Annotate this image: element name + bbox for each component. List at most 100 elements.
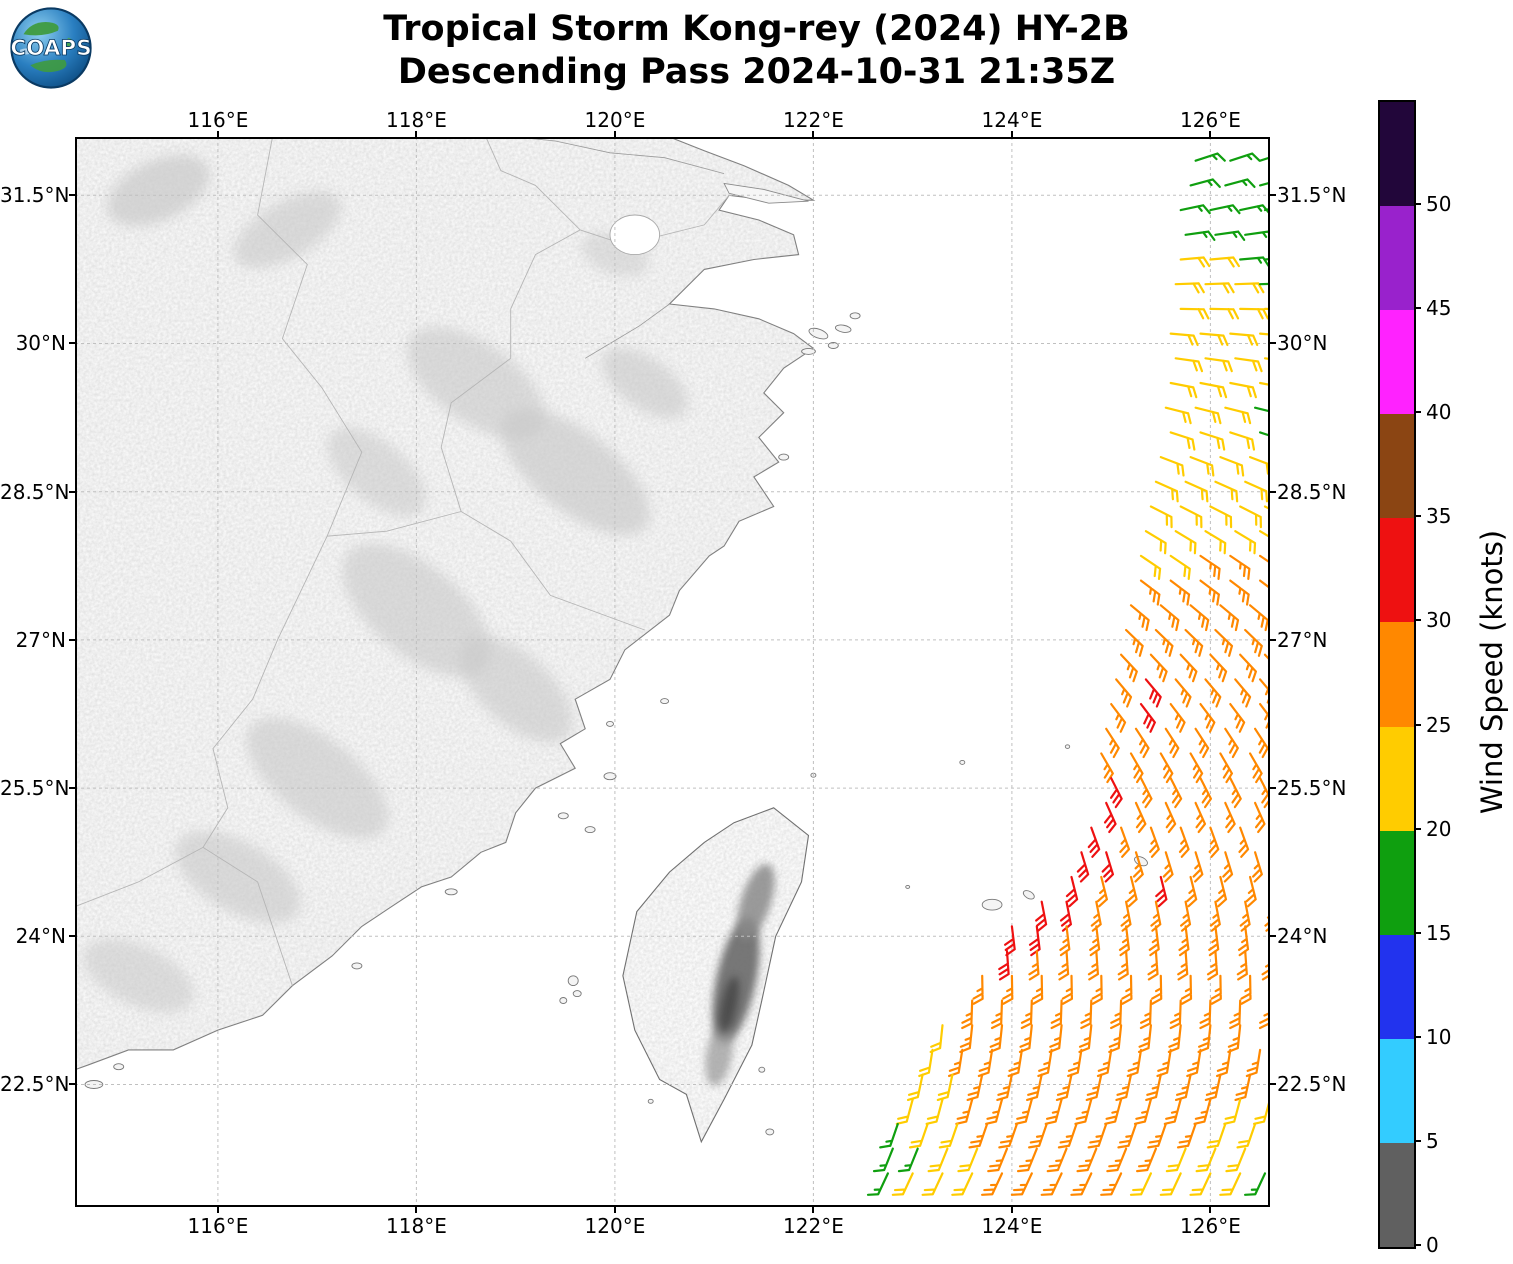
lat-tick-mark	[69, 1083, 75, 1086]
wind-barb	[1139, 702, 1156, 733]
wind-barb	[1224, 178, 1256, 188]
rivers	[515, 136, 725, 359]
wind-barb	[1151, 974, 1163, 1005]
wind-barb	[1240, 974, 1252, 1005]
wind-barb	[1028, 949, 1040, 981]
wind-barb	[1224, 727, 1239, 759]
wind-barb	[1199, 431, 1226, 451]
wind-barb	[1199, 777, 1213, 809]
wind-barb	[1078, 1024, 1093, 1054]
wind-barb	[1108, 1024, 1123, 1054]
wind-barb	[1189, 456, 1215, 477]
wind-barb	[1065, 875, 1079, 908]
wind-barb	[1139, 777, 1153, 809]
wind-barb	[968, 1122, 989, 1149]
wind-barb	[1134, 727, 1150, 759]
colorbar-segment	[1380, 517, 1414, 623]
lat-tick-label-right: 24°N	[1277, 924, 1328, 949]
wind-barb	[990, 999, 1004, 1030]
wind-barb	[1144, 678, 1162, 708]
wind-barb	[1193, 1098, 1212, 1125]
wind-barb	[1199, 702, 1216, 733]
figure-title: Tropical Storm Kong-rey (2024) HY-2B Des…	[0, 8, 1513, 93]
lon-tick-label-bottom: 116°E	[187, 1214, 249, 1238]
lat-tick-label-left: 25.5°N	[0, 776, 70, 801]
lon-tick-label-top: 122°E	[783, 108, 844, 132]
wind-barb	[1174, 530, 1197, 555]
lat-tick-label-right: 27°N	[1277, 627, 1328, 652]
wind-barb	[1002, 974, 1014, 1005]
wind-barb	[1244, 480, 1269, 503]
wind-barb	[1179, 204, 1211, 215]
wind-barb	[1178, 925, 1190, 957]
wind-barb	[1076, 1147, 1098, 1173]
wind-barb	[1209, 204, 1241, 215]
wind-barb	[1149, 826, 1160, 858]
lon-tick-label-top: 120°E	[584, 108, 646, 132]
wind-barb	[1117, 949, 1129, 981]
wind-barb	[1204, 282, 1235, 294]
wind-barb	[1020, 999, 1033, 1030]
wind-barb	[1229, 152, 1261, 162]
wind-barb	[1046, 1147, 1068, 1173]
lake-taihu	[609, 214, 661, 256]
colorbar-tick-label: 15	[1426, 920, 1452, 945]
title-line-2: Descending Pass 2024-10-31 21:35Z	[397, 51, 1116, 92]
wind-barb	[951, 1172, 974, 1196]
wind-barb	[1229, 431, 1256, 451]
wind-barb	[1244, 628, 1263, 657]
wind-barb	[1159, 1172, 1182, 1196]
wind-barb	[1245, 875, 1257, 908]
gridlines	[75, 137, 1270, 1207]
map-svg	[74, 136, 1270, 1207]
colorbar-tick-mark	[1414, 515, 1421, 518]
wind-barb	[1169, 702, 1186, 733]
wind-barb	[1037, 1048, 1053, 1078]
wind-barb	[1258, 381, 1270, 399]
wind-barb	[1253, 801, 1266, 834]
lat-tick-mark	[69, 935, 75, 938]
wind-barb	[1163, 1098, 1182, 1125]
wind-barb	[1118, 925, 1131, 957]
colorbar-tick-mark	[1414, 619, 1421, 622]
wind-barb	[1234, 282, 1265, 294]
lon-tick-label-bottom: 120°E	[584, 1214, 646, 1238]
lat-tick-label-left: 30°N	[15, 331, 66, 356]
wind-barb	[1224, 406, 1252, 425]
chongming-island	[723, 182, 809, 204]
lat-tick-mark	[69, 342, 75, 345]
colorbar-tick-mark	[1414, 1244, 1421, 1246]
wind-barb	[1096, 875, 1108, 908]
wind-barb	[961, 999, 974, 1030]
wind-barb	[1109, 777, 1123, 809]
wind-barb	[1144, 530, 1167, 555]
wind-barb	[1087, 826, 1101, 858]
wind-barb	[1126, 1048, 1143, 1078]
wind-barb	[1159, 456, 1185, 477]
wind-barb	[1164, 801, 1177, 834]
wind-barb	[1103, 801, 1117, 834]
lat-tick-label-right: 25.5°N	[1277, 776, 1347, 801]
wind-barb	[1229, 702, 1246, 733]
wind-barb	[1189, 178, 1221, 188]
wind-barb	[980, 1172, 1004, 1196]
lat-tick-label-right: 31.5°N	[1277, 183, 1347, 208]
lat-tick-mark	[1270, 194, 1276, 197]
wind-barb	[1227, 1024, 1242, 1054]
wind-barb	[1186, 1048, 1202, 1078]
wind-barb	[866, 1172, 890, 1196]
wind-barb	[1007, 1048, 1024, 1078]
wind-barb	[1129, 1172, 1153, 1196]
wind-barb	[918, 1048, 934, 1078]
wind-barb	[1219, 752, 1234, 784]
wind-barb	[1124, 628, 1144, 657]
wind-barb	[1149, 505, 1173, 529]
colorbar-segment	[1380, 101, 1414, 207]
wind-barb	[1199, 554, 1221, 581]
wind-barb	[1214, 480, 1239, 503]
wind-barb	[1028, 1122, 1048, 1149]
lon-tick-mark	[415, 131, 418, 137]
wind-barb	[1208, 826, 1220, 858]
wind-barb	[1199, 999, 1212, 1030]
wind-barb	[1206, 949, 1219, 981]
